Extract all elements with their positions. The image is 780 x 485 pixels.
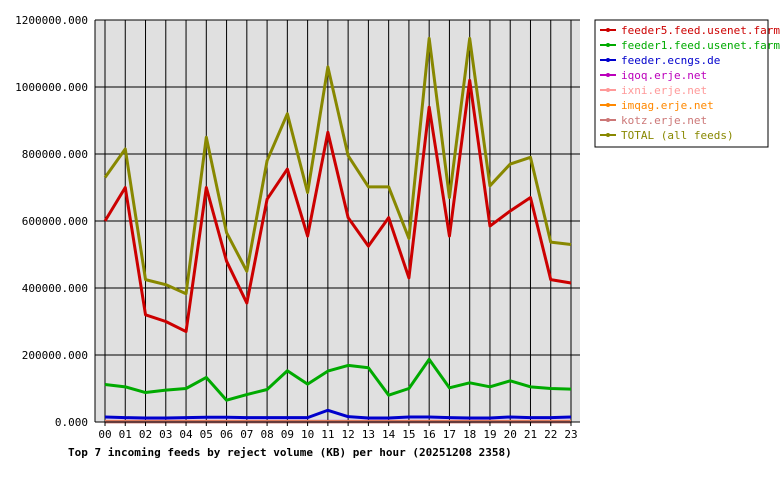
series-line-1 <box>104 357 572 402</box>
x-tick-label: 02 <box>139 428 152 441</box>
x-tick-label: 07 <box>240 428 253 441</box>
x-tick-label: 16 <box>423 428 436 441</box>
x-tick-label: 06 <box>220 428 233 441</box>
axes: 0.000 200000.000 400000.000 600000.000 80000… <box>15 14 580 441</box>
x-tick-label: 11 <box>321 428 334 441</box>
y-tick-label: 800000.000 <box>22 148 88 161</box>
legend-label: feeder5.feed.usenet.farm <box>621 24 780 37</box>
series-line-2 <box>104 408 572 420</box>
legend-box <box>594 19 769 148</box>
y-tick-label: 1200000.000 <box>15 14 88 27</box>
legend-marker <box>606 103 610 107</box>
legend-label: kotz.erje.net <box>621 114 707 127</box>
x-tick-label: 22 <box>544 428 557 441</box>
legend-marker <box>606 88 610 92</box>
legend-label: imqag.erje.net <box>621 99 714 112</box>
x-tick-label: 17 <box>443 428 456 441</box>
x-tick-label: 13 <box>362 428 375 441</box>
x-tick-label: 18 <box>463 428 476 441</box>
legend-label: iqoq.erje.net <box>621 69 707 82</box>
x-tick-label: 23 <box>564 428 577 441</box>
x-tick-label: 08 <box>260 428 273 441</box>
x-tick-label: 14 <box>382 428 396 441</box>
legend-marker <box>606 118 610 122</box>
legend-label: ixni.erje.net <box>621 84 707 97</box>
y-tick-label: 1000000.000 <box>15 81 88 94</box>
legend-marker <box>606 73 610 77</box>
legend: feeder5.feed.usenet.farm feeder1.feed.use… <box>594 19 780 148</box>
x-tick-label: 12 <box>342 428 355 441</box>
x-tick-label: 21 <box>524 428 537 441</box>
y-tick-label: 0.000 <box>55 416 88 429</box>
x-tick-label: 03 <box>159 428 172 441</box>
series-line-0 <box>103 78 572 334</box>
y-tick-label: 600000.000 <box>22 215 88 228</box>
legend-label: feeder1.feed.usenet.farm <box>621 39 780 52</box>
series-line-7 <box>103 36 572 296</box>
x-tick-label: 05 <box>200 428 213 441</box>
x-tick-label: 04 <box>179 428 193 441</box>
y-tick-label: 400000.000 <box>22 282 88 295</box>
x-tick-label: 09 <box>281 428 294 441</box>
legend-marker <box>606 58 610 62</box>
x-tick-label: 19 <box>483 428 496 441</box>
x-tick-label: 10 <box>301 428 314 441</box>
legend-marker <box>606 28 610 32</box>
legend-marker <box>606 133 610 137</box>
legend-marker <box>606 43 610 47</box>
x-tick-label: 00 <box>98 428 111 441</box>
legend-label: feeder.ecngs.de <box>621 54 720 67</box>
legend-label: TOTAL (all feeds) <box>621 129 734 142</box>
x-tick-label: 01 <box>119 428 132 441</box>
y-tick-label: 200000.000 <box>22 349 88 362</box>
x-tick-label: 15 <box>402 428 415 441</box>
chart-title: Top 7 incoming feeds by reject volume (K… <box>68 446 512 459</box>
x-tick-label: 20 <box>504 428 517 441</box>
